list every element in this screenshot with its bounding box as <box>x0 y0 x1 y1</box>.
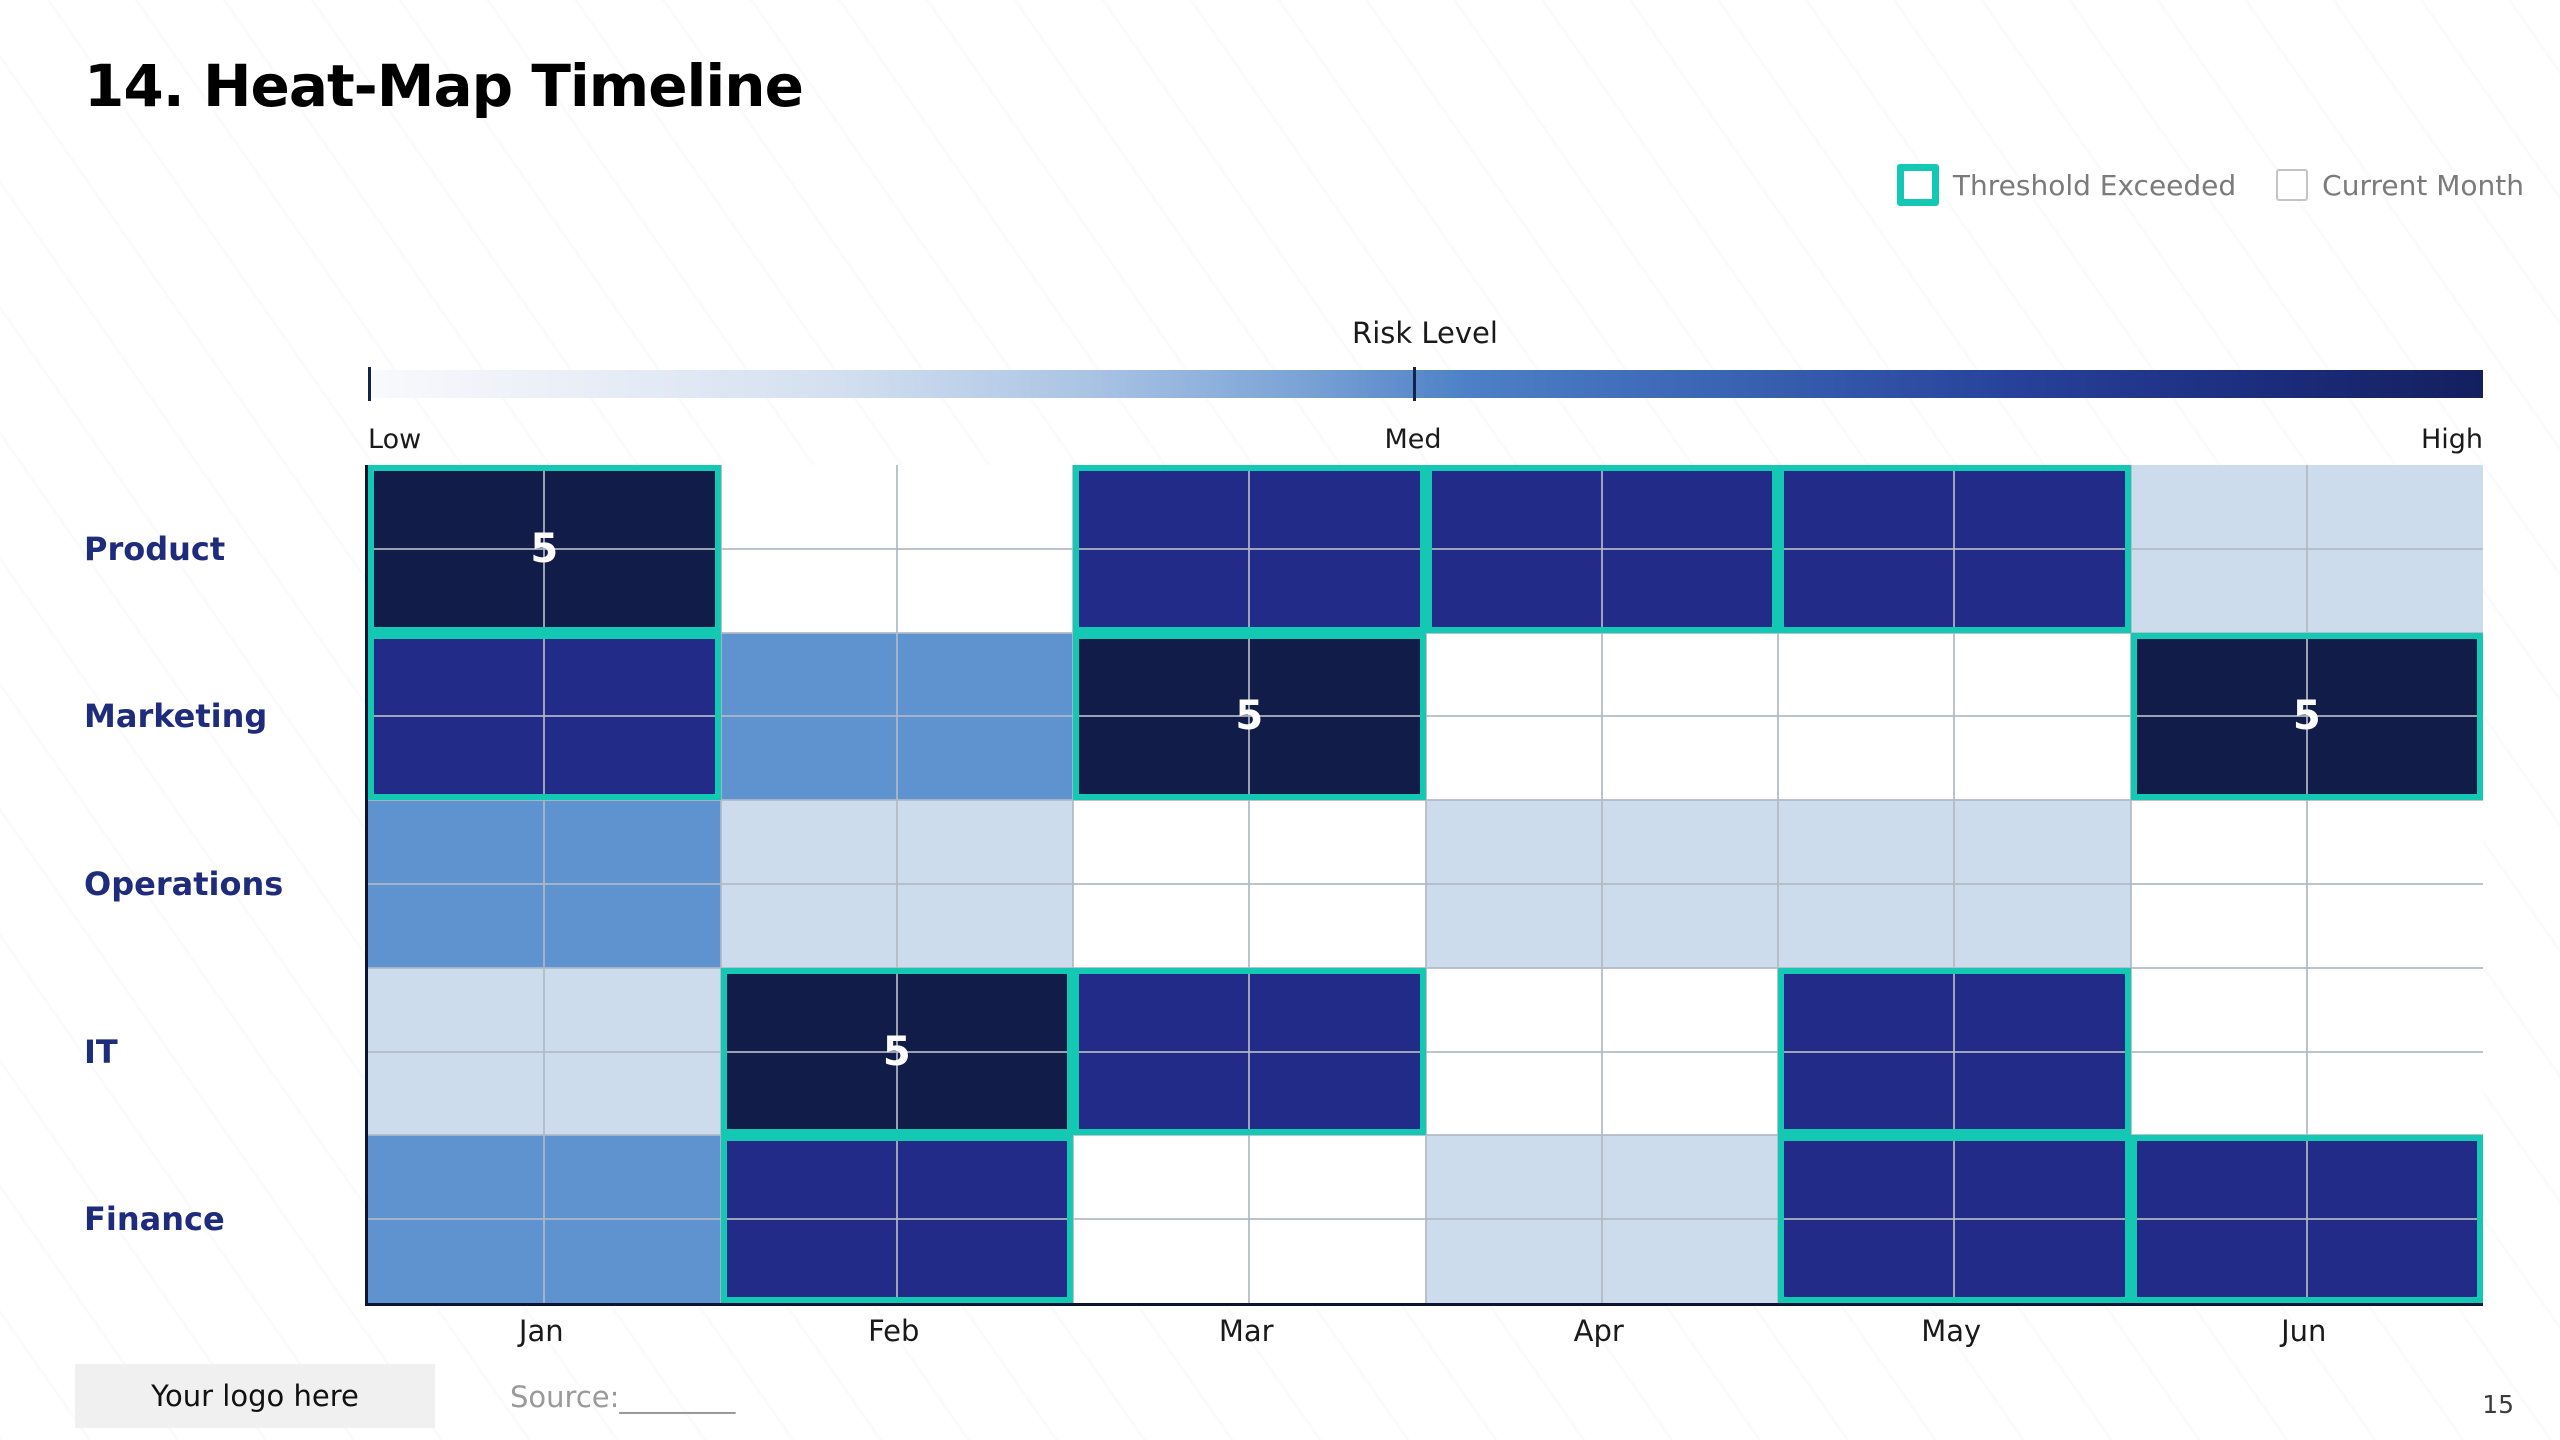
heatmap-cell-finance-jun <box>2130 1135 2483 1303</box>
y-tick-label-it: IT <box>84 1032 118 1071</box>
heatmap-cell-it-apr <box>1425 967 1778 1136</box>
risk-colorbar <box>368 367 2483 401</box>
current-month-swatch <box>2276 169 2309 201</box>
heatmap-cell-it-jun <box>2130 967 2483 1136</box>
logo-placeholder: Your logo here <box>75 1364 435 1428</box>
heatmap-cell-marketing-jan <box>368 632 721 801</box>
x-tick-label-jan: Jan <box>518 1314 564 1348</box>
heatmap-cell-operations-jan <box>368 800 721 968</box>
y-tick-label-product: Product <box>84 529 226 568</box>
threshold-exceeded-swatch <box>1896 164 1939 206</box>
heatmap-cell-product-may <box>1778 465 2131 633</box>
x-tick-label-feb: Feb <box>868 1314 920 1348</box>
x-tick-label-apr: Apr <box>1573 1314 1624 1348</box>
colorbar-title: Risk Level <box>1352 316 1498 350</box>
heatmap-cell-finance-mar <box>1073 1135 1426 1303</box>
heatmap-cell-product-jun <box>2130 465 2483 633</box>
page-title: 14. Heat-Map Timeline <box>84 52 804 120</box>
page-number: 15 <box>2482 1390 2514 1419</box>
heatmap-cell-marketing-mar <box>1073 632 1426 801</box>
heatmap-cell-it-jan <box>368 967 721 1136</box>
heatmap-cell-finance-may <box>1778 1135 2131 1303</box>
heatmap-cell-finance-feb <box>720 1135 1073 1303</box>
legend: Threshold Exceeded Current Month <box>1896 164 2524 206</box>
y-tick-label-operations: Operations <box>84 864 284 903</box>
threshold-exceeded-label: Threshold Exceeded <box>1952 168 2237 202</box>
heatmap-cell-marketing-apr <box>1425 632 1778 801</box>
heatmap-cell-finance-apr <box>1425 1135 1778 1303</box>
heatmap-cell-product-jan <box>368 465 721 633</box>
heatmap-cell-operations-apr <box>1425 800 1778 968</box>
heatmap-cell-it-feb <box>720 967 1073 1136</box>
current-month-label: Current Month <box>2322 168 2524 202</box>
x-tick-label-may: May <box>1921 1314 1982 1348</box>
heatmap-cell-marketing-jun <box>2130 632 2483 801</box>
source-label: Source:________ <box>510 1380 736 1414</box>
heatmap-cell-it-may <box>1778 967 2131 1136</box>
heatmap-cell-marketing-feb <box>720 632 1073 801</box>
heatmap-cell-operations-may <box>1778 800 2131 968</box>
colorbar-tick-low <box>368 367 371 401</box>
colorbar-label-low: Low <box>368 424 422 455</box>
heatmap-cell-marketing-may <box>1778 632 2131 801</box>
heatmap-cell-it-mar <box>1073 967 1426 1136</box>
heatmap-cell-finance-jan <box>368 1135 721 1303</box>
colorbar-tick-med <box>1412 367 1416 401</box>
x-tick-label-jun: Jun <box>2281 1314 2327 1348</box>
heatmap-cell-product-apr <box>1425 465 1778 633</box>
heatmap-cell-operations-mar <box>1073 800 1426 968</box>
logo-text: Your logo here <box>151 1379 359 1413</box>
y-tick-label-finance: Finance <box>84 1200 225 1239</box>
heatmap-cell-product-mar <box>1073 465 1426 633</box>
heatmap-cell-product-feb <box>720 465 1073 633</box>
x-tick-label-mar: Mar <box>1218 1314 1274 1348</box>
heatmap-cell-operations-jun <box>2130 800 2483 968</box>
colorbar-label-high: High <box>2420 424 2483 455</box>
y-tick-label-marketing: Marketing <box>84 697 268 736</box>
heatmap-cell-operations-feb <box>720 800 1073 968</box>
colorbar-label-med: Med <box>1384 424 1442 455</box>
